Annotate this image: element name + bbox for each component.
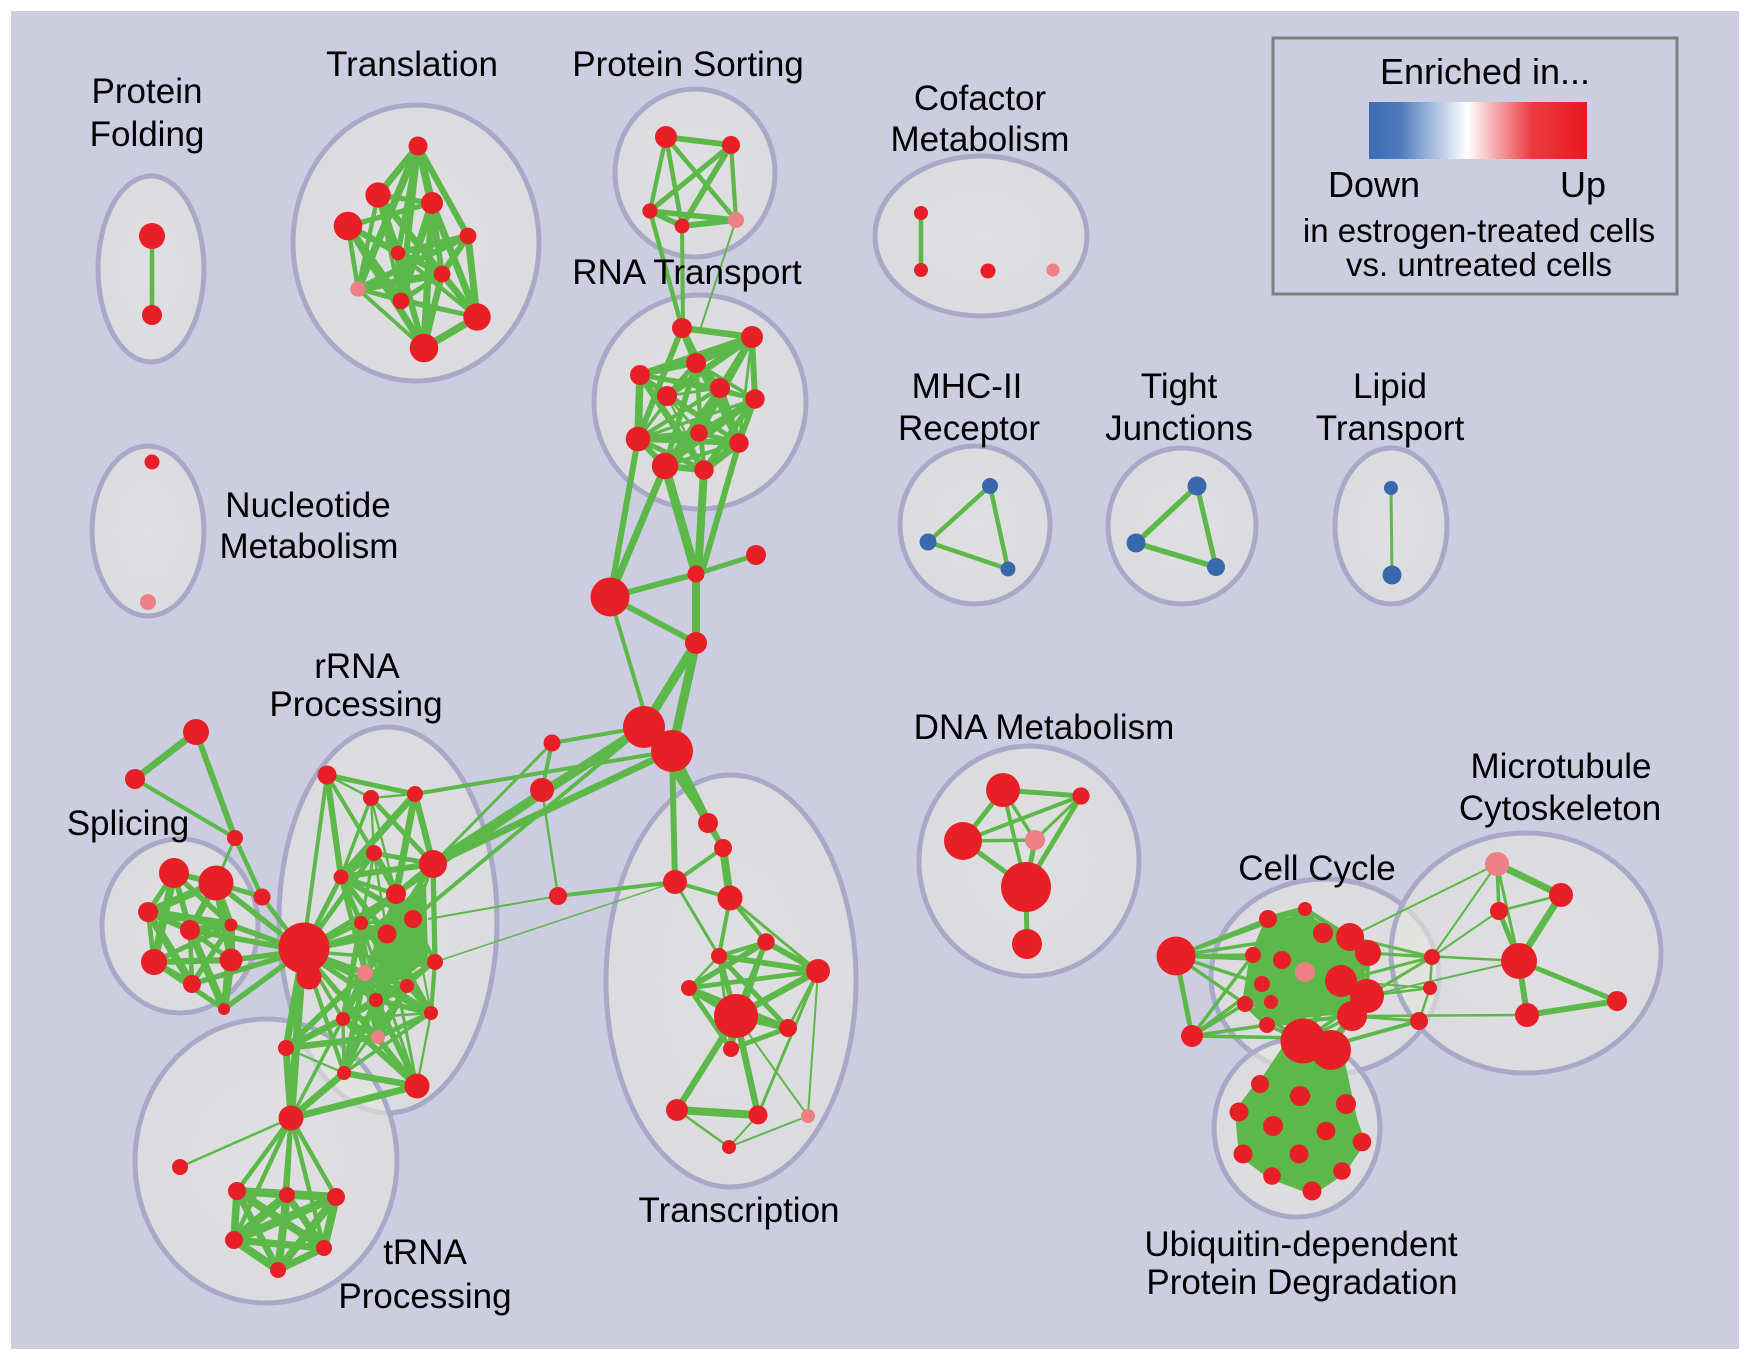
svg-text:Nucleotide: Nucleotide <box>225 486 390 525</box>
svg-text:Processing: Processing <box>338 1277 511 1316</box>
svg-text:Cofactor: Cofactor <box>914 79 1047 118</box>
svg-text:Folding: Folding <box>90 115 205 154</box>
svg-text:Cytoskeleton: Cytoskeleton <box>1459 789 1661 828</box>
svg-text:Metabolism: Metabolism <box>220 527 399 566</box>
svg-text:Transcription: Transcription <box>639 1191 840 1230</box>
svg-text:MHC-II: MHC-II <box>912 367 1023 406</box>
svg-text:tRNA: tRNA <box>383 1233 467 1272</box>
svg-text:Protein Degradation: Protein Degradation <box>1146 1263 1457 1302</box>
svg-text:Receptor: Receptor <box>898 409 1040 448</box>
svg-text:in estrogen-treated cells: in estrogen-treated cells <box>1303 212 1655 249</box>
svg-text:Translation: Translation <box>326 45 498 84</box>
svg-text:DNA Metabolism: DNA Metabolism <box>914 708 1175 747</box>
svg-text:Tight: Tight <box>1141 367 1218 406</box>
svg-text:rRNA: rRNA <box>314 647 400 686</box>
svg-text:Enriched in...: Enriched in... <box>1380 51 1590 92</box>
svg-text:Microtubule: Microtubule <box>1471 747 1652 786</box>
svg-text:Processing: Processing <box>269 685 442 724</box>
svg-text:vs. untreated cells: vs. untreated cells <box>1346 246 1612 283</box>
svg-text:RNA Transport: RNA Transport <box>572 253 802 292</box>
svg-text:Up: Up <box>1560 164 1606 205</box>
svg-text:Down: Down <box>1328 164 1420 205</box>
svg-text:Junctions: Junctions <box>1105 409 1253 448</box>
svg-text:Ubiquitin-dependent: Ubiquitin-dependent <box>1144 1225 1458 1264</box>
svg-text:Protein: Protein <box>92 72 203 111</box>
svg-text:Metabolism: Metabolism <box>891 120 1070 159</box>
svg-text:Lipid: Lipid <box>1353 367 1427 406</box>
svg-text:Splicing: Splicing <box>67 804 190 843</box>
svg-text:Protein Sorting: Protein Sorting <box>572 45 804 84</box>
svg-text:Cell Cycle: Cell Cycle <box>1238 849 1396 888</box>
svg-text:Transport: Transport <box>1316 409 1465 448</box>
